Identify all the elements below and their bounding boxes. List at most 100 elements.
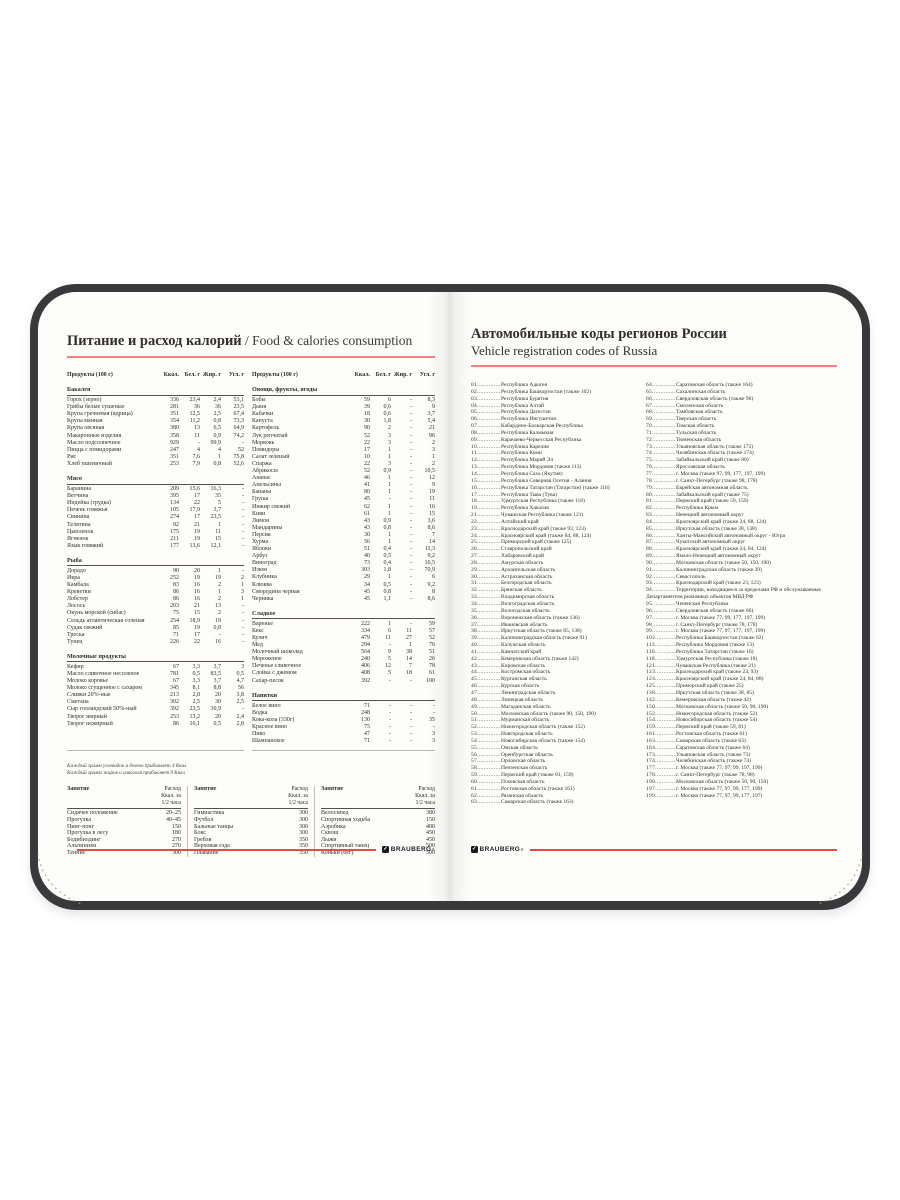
- food-value: 86: [173, 589, 179, 596]
- region-code-row: 44..............Костромская область: [471, 669, 551, 676]
- food-value: 18: [406, 670, 412, 677]
- region-code-number: 59..............: [471, 772, 501, 779]
- food-value: 76: [429, 642, 435, 649]
- food-value: -: [410, 709, 412, 716]
- food-value: 30: [215, 699, 221, 706]
- region-code-number: 98..............: [646, 621, 676, 628]
- page-title-ru: Автомобильные коды регионов России: [471, 326, 727, 342]
- food-value: 2: [218, 610, 221, 617]
- food-row: Крупа гречневая (ядрица) 351 12,5 2,5 67,4: [67, 411, 244, 418]
- food-value: 211: [170, 535, 179, 542]
- region-code-number: 40..............: [471, 642, 501, 649]
- food-row: Варенье 222 1 - 59: [252, 621, 435, 628]
- region-code-number: 14..............: [471, 470, 501, 477]
- region-code-row: 02..............Республика Башкортостан …: [471, 388, 591, 395]
- region-code-row: 51..............Мурманская область: [471, 717, 550, 724]
- activity-row: Пинг-понг 150: [67, 824, 181, 831]
- activity-header-value: Расход Ккал. за 1/2 часа: [288, 786, 308, 807]
- food-row: Изюм 303 1,8 - 70,9: [252, 567, 435, 574]
- food-value: 2: [432, 439, 435, 446]
- food-value: 248: [361, 709, 370, 716]
- food-value: -: [389, 642, 391, 649]
- food-value: -: [219, 631, 221, 638]
- activity-value: 300: [299, 823, 308, 830]
- food-row: Молочный шоколад 564 9 38 51: [252, 649, 435, 656]
- activity-row: Спортивная ходьба 150: [321, 817, 435, 824]
- food-name: Красное вино: [252, 723, 288, 730]
- region-code-number: 161..............: [646, 731, 676, 738]
- region-code-number: 81..............: [646, 498, 676, 505]
- food-table-column-2: Продукты (100 г) Ккал. Бел. г Жир. г Угл. г О…: [252, 372, 435, 752]
- food-row: Язык говяжий 177 13,6 12,1 -: [67, 543, 244, 550]
- activity-header-value: Расход Ккал. за 1/2 часа: [415, 786, 435, 807]
- food-value: 23,5: [233, 404, 245, 411]
- food-row: Водка 248 - - -: [252, 710, 435, 717]
- region-code-row: 57..............Орловская область: [471, 758, 546, 765]
- region-code-row: 11..............Республика Коми: [471, 450, 542, 457]
- food-value: 2,4: [213, 397, 222, 404]
- region-code-number: 24..............: [471, 532, 501, 539]
- region-code-row: 96..............Свердловская область (та…: [646, 607, 754, 614]
- activity-value: 150: [426, 817, 435, 824]
- region-code-number: 177..............: [646, 765, 676, 772]
- food-row: Виноград 73 0,4 - 16,5: [252, 560, 435, 567]
- food-value: 12: [385, 663, 391, 670]
- food-name: Бананы: [252, 489, 272, 496]
- registered-mark: ®: [520, 847, 524, 852]
- food-name: Окунь морской (сибас): [67, 610, 126, 617]
- food-value: 100: [426, 677, 435, 684]
- food-value: 1: [388, 482, 391, 489]
- activity-row: Лыжи 450: [321, 837, 435, 844]
- food-value: 302: [170, 699, 179, 706]
- region-code-row: 152..............Нижегородская область (…: [646, 710, 758, 717]
- region-code-number: 91..............: [646, 566, 676, 573]
- food-value: 35: [215, 493, 221, 500]
- food-row: Макаронные изделия 358 11 0,9 74,2: [67, 433, 244, 440]
- region-code-number: 56..............: [471, 751, 501, 758]
- region-code-number: 53..............: [471, 731, 501, 738]
- food-value: 11,2: [189, 418, 200, 425]
- food-value: -: [410, 574, 412, 581]
- food-value: 15: [429, 510, 435, 517]
- region-code-row: 95..............Чеченская Республика: [646, 601, 729, 607]
- region-code-number: 80..............: [646, 491, 676, 498]
- food-name: Яблоки: [252, 546, 272, 553]
- food-row: Окунь морской (сибас) 75 15 2 -: [67, 610, 244, 617]
- region-code-number: 08..............: [471, 429, 501, 436]
- food-row: Салат зеленый 10 1 - 1: [252, 454, 435, 461]
- food-value: 73,3: [233, 418, 245, 425]
- food-row: Кефир 67 3,3 3,7 3: [67, 664, 244, 671]
- region-code-number: 142..............: [646, 696, 676, 703]
- region-code-row: 81..............Пермский край (также 59,…: [646, 498, 749, 505]
- food-value: 75: [173, 610, 179, 617]
- region-code-row: 67..............Смоленская область: [646, 402, 724, 409]
- region-code-number: 48..............: [471, 696, 501, 703]
- codes-column-2: 64..............Саратовская область (так…: [646, 382, 837, 806]
- right-page: Автомобильные коды регионов России Vehic…: [471, 292, 837, 901]
- food-row: Спаржа 22 3 - 2: [252, 461, 435, 468]
- activity-name: Альпинизм: [67, 843, 96, 850]
- food-value: 52: [364, 432, 370, 439]
- food-name: Творог нежирный: [67, 720, 113, 727]
- food-value: 46: [364, 475, 370, 482]
- food-row: Мед 294 - 1 76: [252, 642, 435, 649]
- food-row: Белое вино 71 - - -: [252, 703, 435, 710]
- food-value: 3: [388, 439, 391, 446]
- food-value: 408: [361, 670, 370, 677]
- food-name: Варенье: [252, 620, 273, 627]
- food-name: Крупа овсяная: [67, 425, 105, 432]
- food-row: Капуста 30 1,8 - 5,4: [252, 418, 435, 425]
- region-code-row: 33..............Владимирская область: [471, 594, 555, 601]
- food-value: -: [410, 468, 412, 475]
- activity-row: Теннис 300: [67, 850, 181, 857]
- region-code-number: 30..............: [471, 573, 501, 580]
- region-code-number: 22..............: [471, 518, 501, 525]
- food-name: Сметана: [67, 699, 89, 706]
- food-row: Хлеб пшеничный 253 7,9 0,8 52,6: [67, 461, 244, 468]
- region-code-row: 39..............Калининградская область …: [471, 635, 587, 642]
- food-value: 0,4: [383, 560, 392, 567]
- region-code-number: 19..............: [471, 505, 501, 512]
- page-title-en: / Food & calories consumption: [241, 333, 413, 348]
- food-value: 3,7: [213, 507, 222, 514]
- food-value: -: [410, 738, 412, 745]
